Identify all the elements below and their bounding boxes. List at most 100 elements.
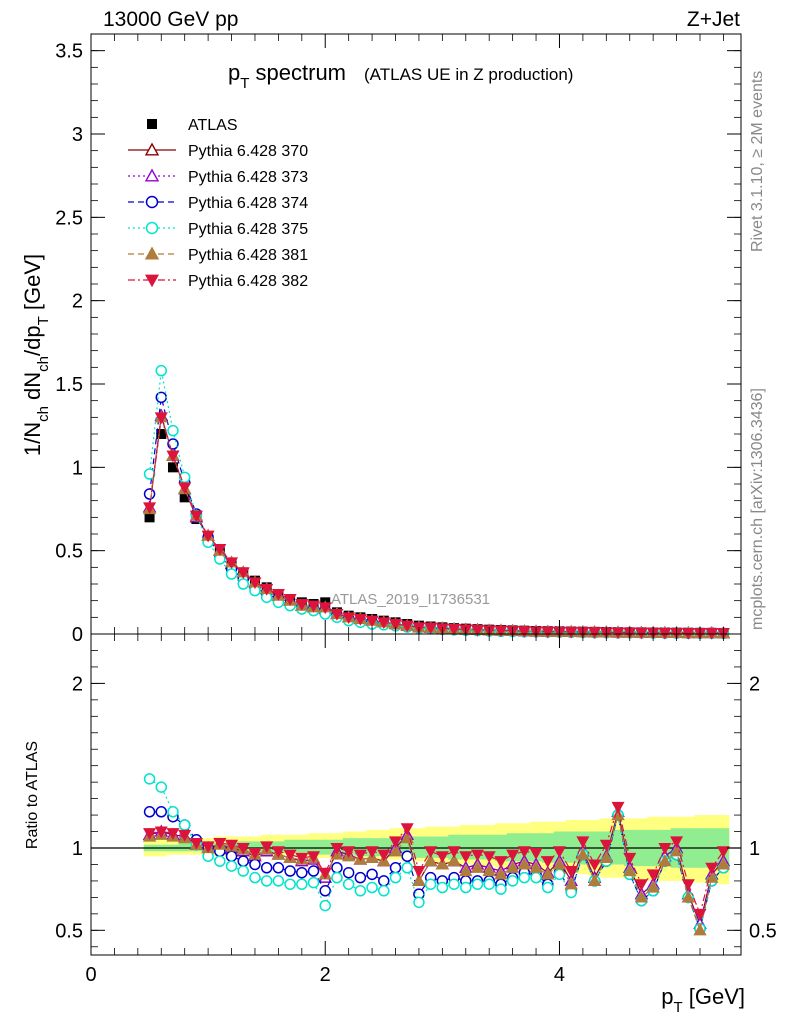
ratio-point-374-19 <box>366 868 378 881</box>
main-point-382-10 <box>260 583 274 596</box>
ratio-point-381-25 <box>435 857 450 870</box>
main-y-axis-label-text: 1/Nch dNch/dpT [GeV] <box>20 254 52 456</box>
ratio-point-375-12 <box>284 878 296 890</box>
ratio-point-381-48 <box>705 870 719 883</box>
main-point-382-38 <box>588 627 602 639</box>
main-point-382-9 <box>248 577 262 590</box>
main-point-375-7 <box>225 568 238 580</box>
main-y-axis-label-part: [GeV] <box>20 254 45 316</box>
ratio-point-375-8 <box>237 865 250 877</box>
ratio-point-375-1 <box>155 781 168 793</box>
ratio-point-382-26 <box>447 846 461 859</box>
ratio-point-375-23 <box>413 896 425 909</box>
legend-entry-375: Pythia 6.428 375 <box>128 221 308 238</box>
ratio-point-382-14 <box>307 851 321 863</box>
ratio-point-382-31 <box>506 849 520 862</box>
main-point-382-16 <box>330 608 344 621</box>
main-ytick-label-4: 2 <box>72 291 83 313</box>
ratio-point-375-30 <box>495 883 507 895</box>
ratio-point-382-10 <box>260 841 274 854</box>
ratio-point-375-21 <box>389 871 402 884</box>
main-point-382-12 <box>283 593 297 606</box>
ratio-point-382-4 <box>189 838 203 850</box>
x-axis-label-main: p <box>661 984 673 1009</box>
ratio-point-374-20 <box>378 875 390 887</box>
ratio-point-375-0 <box>143 773 156 785</box>
ratio-point-382-38 <box>588 859 602 872</box>
header-right-label: Z+Jet <box>687 8 740 31</box>
ratio-point-374-13 <box>296 866 308 879</box>
main-y-axis-label-part: 1/N <box>20 422 45 456</box>
ratio-point-375-7 <box>225 860 238 872</box>
ratio-series-375 <box>143 773 730 935</box>
ratio-point-382-47 <box>693 908 707 921</box>
ratio-point-381-21 <box>388 844 403 857</box>
main-y-axis-label-sub: ch <box>35 406 52 422</box>
ratio-point-382-9 <box>248 847 262 860</box>
ratio-point-381-39 <box>599 850 614 863</box>
ratio-point-381-49 <box>716 857 731 870</box>
ratio-point-381-35 <box>552 857 567 870</box>
legend-label-382: Pythia 6.428 382 <box>188 273 308 290</box>
ratio-point-381-29 <box>482 864 496 877</box>
ratio-ytick-label-1: 1 <box>72 838 83 860</box>
main-point-382-26 <box>447 623 461 636</box>
ratio-point-382-32 <box>517 846 531 859</box>
ratio-point-381-42 <box>634 890 649 903</box>
ratio-point-374-18 <box>354 871 367 884</box>
ratio-point-381-47 <box>693 923 707 936</box>
ratio-point-375-29 <box>483 878 495 890</box>
main-point-375-2 <box>167 424 179 437</box>
ratio-y-axis-label: Ratio to ATLAS <box>24 741 41 849</box>
ratio-ytick-label-right-0: 0.5 <box>749 920 777 942</box>
main-point-374-0 <box>143 488 156 500</box>
ratio-point-381-43 <box>646 880 660 893</box>
ratio-point-382-16 <box>330 842 344 855</box>
ratio-point-382-18 <box>353 849 367 862</box>
ratio-point-375-24 <box>424 878 437 890</box>
ratio-point-381-36 <box>564 877 578 890</box>
ratio-point-374-17 <box>342 866 355 879</box>
ratio-point-382-46 <box>681 879 695 891</box>
ratio-point-375-26 <box>448 878 460 890</box>
main-point-382-4 <box>189 510 203 523</box>
header-left-label: 13000 GeV pp <box>103 8 238 31</box>
ratio-point-374-12 <box>284 865 296 877</box>
legend-marker-375 <box>145 221 159 235</box>
ratio-point-382-27 <box>459 851 473 863</box>
ratio-point-375-6 <box>214 855 226 867</box>
main-point-382-36 <box>564 626 578 639</box>
main-point-382-44 <box>658 627 672 640</box>
ratio-point-375-10 <box>260 875 273 887</box>
ratio-point-374-8 <box>237 855 250 867</box>
ratio-point-382-37 <box>576 836 590 849</box>
legend-label-375: Pythia 6.428 375 <box>188 221 308 238</box>
main-y-axis-label-sub: T <box>35 316 52 325</box>
ratio-point-375-17 <box>342 878 355 890</box>
ratio-point-382-29 <box>482 851 496 863</box>
ratio-point-381-38 <box>587 873 602 887</box>
main-point-382-1 <box>154 412 168 425</box>
legend-marker-373 <box>144 168 160 182</box>
ratio-point-382-23 <box>412 866 426 878</box>
ratio-point-375-22 <box>401 862 413 874</box>
x-tick-label-1: 2 <box>320 964 331 986</box>
plot-title-rest: spectrum <box>249 60 346 85</box>
ratio-point-382-20 <box>377 849 391 862</box>
ratio-point-375-32 <box>518 871 531 884</box>
ratio-point-382-5 <box>201 841 215 854</box>
ratio-point-375-9 <box>249 871 261 884</box>
main-ytick-label-7: 3.5 <box>55 41 83 63</box>
ratio-point-381-34 <box>541 867 555 880</box>
legend-entry-373: Pythia 6.428 373 <box>128 168 308 186</box>
plot-title: pT spectrum <box>228 60 346 92</box>
legend-entry-ATLAS: ATLAS <box>147 117 238 134</box>
ratio-point-375-13 <box>296 878 308 890</box>
main-point-382-22 <box>400 620 414 633</box>
main-point-382-19 <box>365 615 379 628</box>
ratio-point-382-19 <box>365 846 379 859</box>
ratio-point-382-8 <box>236 842 250 855</box>
ratio-ytick-label-2: 2 <box>72 673 83 695</box>
legend-label-381: Pythia 6.428 381 <box>188 247 308 264</box>
ratio-point-382-13 <box>295 852 309 865</box>
